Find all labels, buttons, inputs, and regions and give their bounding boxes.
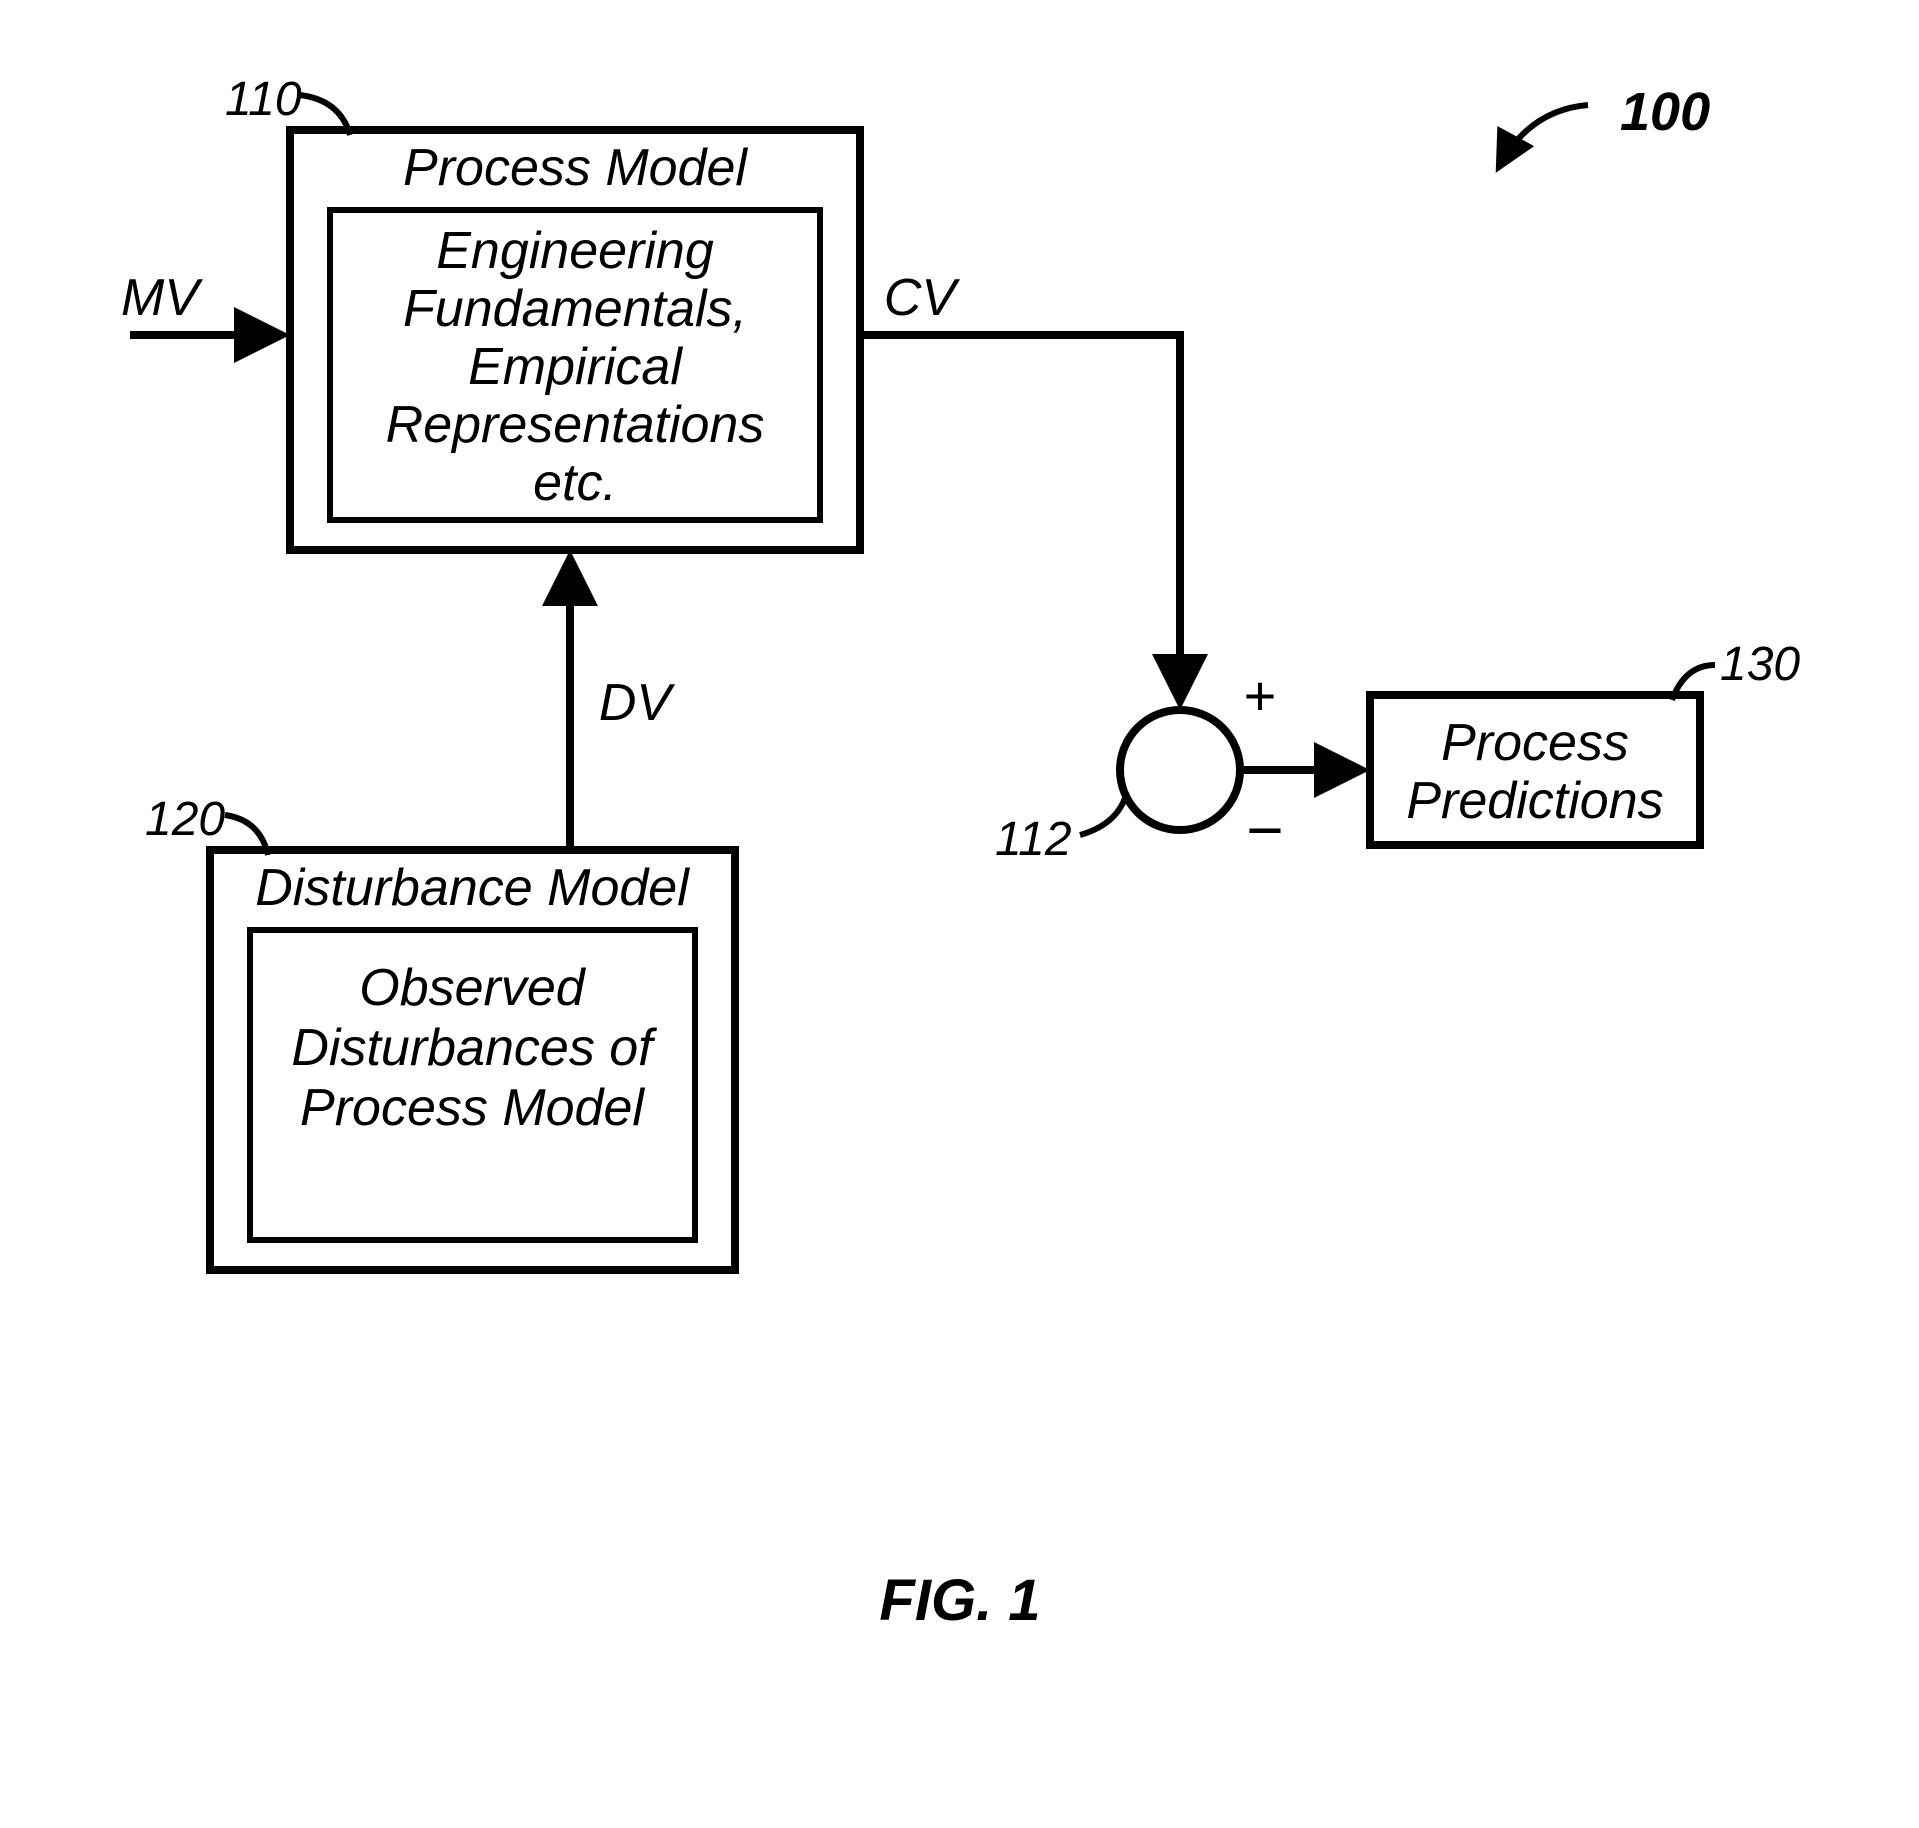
- process-model-inner-l3: Empirical: [468, 338, 683, 396]
- plus-label: +: [1244, 664, 1277, 727]
- process-model-inner-l1: Engineering: [436, 222, 714, 280]
- process-model-inner-l4: Representations: [386, 396, 765, 454]
- disturbance-model-inner-l1: Observed: [359, 959, 587, 1017]
- predictions-l1: Process: [1441, 714, 1629, 772]
- dv-label: DV: [599, 674, 676, 732]
- process-model-inner-l5: etc.: [533, 454, 617, 512]
- minus-label: −: [1246, 794, 1283, 866]
- figure-label: FIG. 1: [879, 1568, 1040, 1633]
- sum-node: [1120, 710, 1240, 830]
- ref-100-hook: [1500, 105, 1588, 165]
- ref-130: 130: [1720, 638, 1800, 691]
- ref-112-hook: [1080, 798, 1125, 835]
- disturbance-model-inner-l3: Process Model: [300, 1079, 645, 1137]
- disturbance-model-inner-l2: Disturbances of: [291, 1019, 657, 1077]
- disturbance-model-title: Disturbance Model: [255, 859, 690, 917]
- process-model-title: Process Model: [403, 139, 748, 197]
- process-model-inner-l2: Fundamentals,: [403, 280, 747, 338]
- cv-arrow: [860, 335, 1180, 698]
- ref-100: 100: [1620, 82, 1710, 142]
- ref-120: 120: [145, 793, 225, 846]
- mv-label: MV: [121, 269, 203, 327]
- predictions-l2: Predictions: [1406, 772, 1663, 830]
- cv-label: CV: [884, 269, 961, 327]
- ref-110: 110: [225, 73, 302, 126]
- ref-112: 112: [995, 813, 1072, 866]
